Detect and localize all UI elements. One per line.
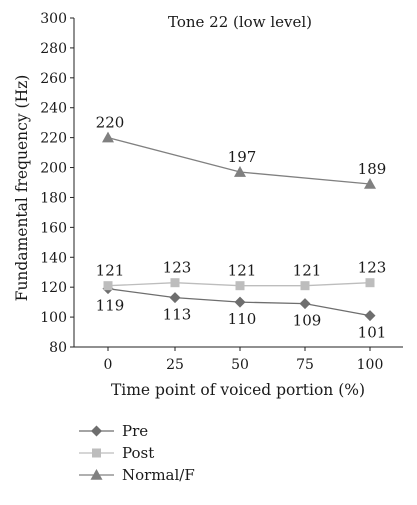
y-tick-label: 80 [49,340,67,356]
post-point [235,281,245,291]
normal-f-point [102,131,114,143]
y-tick-label: 120 [40,280,67,296]
x-tick-label: 100 [357,357,384,373]
x-tick-label: 0 [104,357,113,373]
y-tick-label: 100 [40,310,67,326]
legend-marker-normal-f [90,469,103,480]
pre-data-label: 119 [96,297,125,315]
y-tick-label: 260 [40,71,67,87]
pre-point [299,298,311,310]
chart-title: Tone 22 (low level) [168,13,312,31]
pre-point [169,292,181,304]
y-tick-label: 160 [40,220,67,236]
pre-point [234,296,246,308]
x-tick-label: 75 [296,357,314,373]
pre-data-label: 113 [163,306,192,324]
legend-marker-post [92,448,101,458]
legend-label-pre: Pre [122,422,148,440]
x-tick-label: 25 [166,357,184,373]
normal-f-point [364,177,376,189]
legend: Pre Post Normal/F [79,422,195,484]
x-axis-title: Time point of voiced portion (%) [111,381,365,399]
pre-data-label: 101 [358,324,387,342]
legend-marker-pre [91,425,102,437]
post-data-label: 121 [96,262,125,280]
y-tick-label: 220 [40,131,67,147]
pre-data-label: 110 [228,310,257,328]
y-tick-label: 180 [40,190,67,206]
y-tick-label: 140 [40,250,67,266]
normal-f-data-label: 220 [96,114,125,132]
post-point [365,278,375,288]
normal-f-point [234,166,246,177]
pre-point [364,310,376,322]
post-point [103,281,113,291]
pre-data-label: 109 [293,312,322,330]
y-tick-label: 240 [40,101,67,117]
legend-label-post: Post [122,444,154,462]
normal-f-data-label: 197 [228,148,257,166]
post-point [170,278,180,288]
x-tick-label: 50 [231,357,249,373]
y-tick-label: 200 [40,161,67,177]
post-data-label: 121 [293,262,322,280]
post-data-label: 123 [163,259,192,277]
legend-label-normal-f: Normal/F [122,466,195,484]
post-data-label: 123 [358,259,387,277]
plot-area: 80 100 120 140 160 180 200 220 240 260 280 300 0 25 50… [40,11,403,373]
y-tick-label: 280 [40,41,67,57]
post-data-label: 121 [228,262,257,280]
y-axis-title: Fundamental frequency (Hz) [13,75,31,302]
y-tick-label: 300 [40,11,67,27]
normal-f-data-label: 189 [358,160,387,178]
post-point [300,281,310,291]
